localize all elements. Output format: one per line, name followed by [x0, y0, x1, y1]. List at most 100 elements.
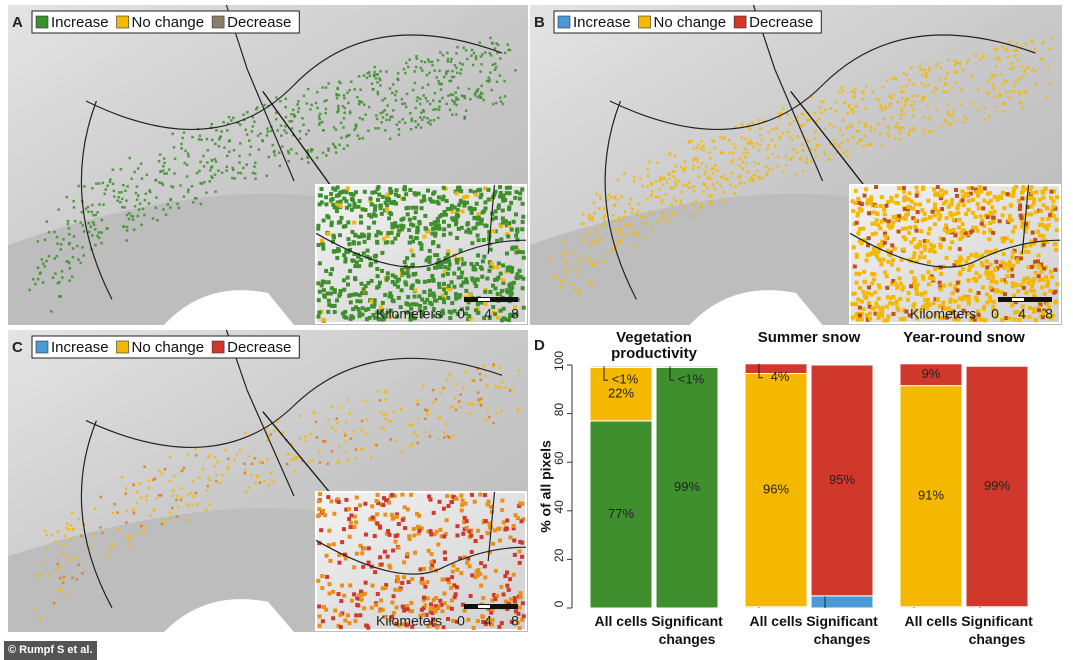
- inset-speckle: [348, 316, 353, 321]
- inset-speckle: [405, 310, 410, 315]
- map-speckle: [269, 433, 273, 436]
- map-speckle: [360, 428, 363, 432]
- inset-speckle: [1046, 282, 1051, 287]
- inset-speckle: [956, 203, 961, 208]
- map-speckle: [954, 81, 957, 84]
- map-speckle: [330, 405, 333, 409]
- map-speckle: [560, 286, 563, 289]
- inset-speckle: [409, 492, 414, 497]
- inset-speckle: [493, 215, 498, 220]
- map-speckle: [376, 81, 379, 84]
- inset-speckle: [864, 258, 869, 263]
- inset-speckle: [520, 187, 525, 192]
- value-label: <1%: [612, 372, 639, 387]
- bar-segment: [810, 595, 874, 609]
- inset-speckle: [486, 531, 491, 536]
- inset-speckle: [889, 262, 894, 267]
- map-speckle: [1008, 96, 1011, 100]
- panel-letter: B: [534, 14, 545, 31]
- map-speckle: [324, 86, 328, 89]
- inset-speckle: [388, 308, 393, 313]
- map-speckle: [687, 181, 691, 185]
- inset-speckle: [942, 306, 947, 311]
- inset-speckle: [1043, 186, 1048, 191]
- map-speckle: [375, 117, 379, 121]
- inset-speckle: [341, 278, 346, 283]
- map-speckle: [395, 90, 398, 93]
- inset-speckle: [410, 609, 415, 614]
- inset-speckle: [454, 496, 459, 501]
- map-speckle: [60, 270, 64, 273]
- map-speckle: [62, 575, 66, 579]
- map-speckle: [791, 148, 795, 151]
- map-speckle: [660, 198, 664, 202]
- inset-speckle: [982, 186, 987, 191]
- map-speckle: [226, 122, 230, 125]
- inset-speckle: [1031, 288, 1036, 293]
- map-speckle: [879, 106, 883, 110]
- inset-speckle: [988, 221, 993, 226]
- map-speckle: [576, 290, 580, 293]
- map-speckle: [373, 443, 377, 447]
- map-speckle: [131, 508, 135, 511]
- map-speckle: [364, 399, 367, 402]
- inset-speckle: [393, 192, 398, 197]
- inset-speckle: [474, 201, 479, 206]
- inset-speckle: [449, 280, 454, 285]
- inset-speckle: [423, 213, 428, 218]
- inset-speckle: [433, 604, 438, 609]
- map-speckle: [388, 137, 392, 141]
- inset-speckle: [451, 618, 456, 623]
- inset-speckle: [913, 224, 918, 229]
- map-speckle: [97, 236, 101, 240]
- map-speckle: [987, 92, 990, 96]
- inset-speckle: [1047, 305, 1052, 310]
- inset-speckle: [454, 191, 459, 196]
- inset-speckle: [483, 223, 488, 228]
- map-speckle: [173, 157, 177, 161]
- bar-segment: [589, 365, 653, 368]
- inset-speckle: [458, 199, 463, 204]
- map-speckle: [420, 111, 423, 114]
- map-speckle: [575, 259, 579, 263]
- inset-speckle: [896, 308, 901, 313]
- inset-speckle: [447, 223, 452, 228]
- inset-speckle: [342, 196, 347, 201]
- map-speckle: [636, 209, 640, 213]
- map-speckle: [516, 410, 520, 413]
- inset-speckle: [402, 185, 407, 190]
- map-speckle: [125, 225, 129, 229]
- inset-speckle: [419, 242, 424, 247]
- inset-speckle: [1051, 199, 1056, 204]
- inset-speckle: [872, 221, 877, 226]
- inset-speckle: [1044, 275, 1049, 280]
- map-speckle: [421, 384, 425, 388]
- inset-speckle: [454, 219, 459, 224]
- map-speckle: [987, 79, 990, 82]
- map-speckle: [354, 457, 357, 460]
- scale-tick: 0: [991, 306, 999, 322]
- map-speckle: [909, 129, 912, 132]
- inset-speckle: [865, 252, 870, 257]
- map-speckle: [873, 128, 876, 132]
- map-speckle: [28, 288, 31, 292]
- inset-speckle: [496, 275, 501, 280]
- map-speckle: [799, 156, 803, 160]
- inset-speckle: [988, 210, 993, 215]
- map-speckle: [639, 177, 642, 180]
- map-speckle: [376, 92, 380, 96]
- inset-speckle: [345, 613, 350, 618]
- inset-speckle: [336, 592, 341, 597]
- inset-speckle: [445, 285, 450, 290]
- map-speckle: [287, 159, 291, 163]
- scale-tick: 4: [484, 306, 492, 322]
- map-speckle: [828, 158, 832, 161]
- map-speckle: [942, 90, 946, 94]
- inset-speckle: [383, 292, 388, 297]
- inset-speckle: [372, 302, 377, 307]
- inset-speckle: [1005, 192, 1010, 197]
- map-speckle: [487, 76, 491, 80]
- map-speckle: [999, 93, 1002, 96]
- map-speckle: [434, 107, 438, 111]
- inset-speckle: [876, 296, 881, 301]
